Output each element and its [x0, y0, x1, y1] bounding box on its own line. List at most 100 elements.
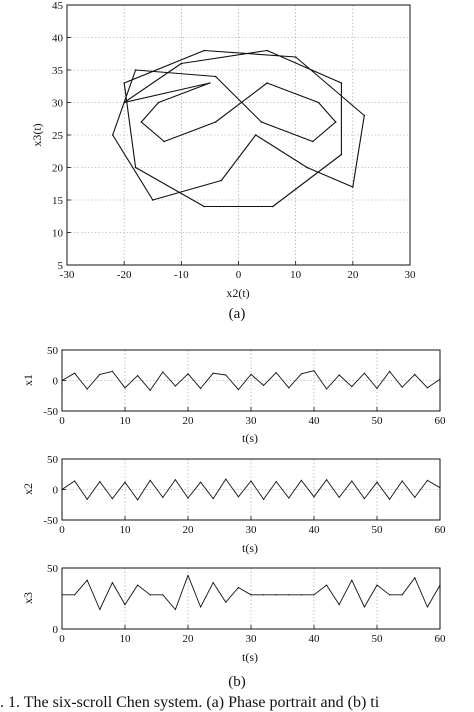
series-point: [200, 606, 202, 608]
x-tick-label: 30: [246, 633, 258, 645]
trajectory-point: [266, 82, 268, 84]
series-point: [263, 498, 265, 500]
trajectory-point: [157, 101, 160, 104]
series-point: [237, 496, 239, 498]
series-point: [326, 584, 328, 586]
series-point: [200, 481, 202, 483]
trajectory-point: [203, 49, 205, 52]
trajectory-point: [260, 121, 263, 123]
trajectory-point: [254, 134, 257, 136]
series-point: [86, 388, 88, 390]
series-point: [288, 594, 290, 596]
series-point: [86, 579, 88, 581]
series-point: [212, 372, 214, 374]
series-point: [275, 594, 277, 596]
x-tick-label: 40: [309, 524, 321, 536]
series-point: [351, 386, 353, 388]
y-axis-label: x3(t): [30, 123, 44, 146]
trajectory-point: [312, 140, 314, 143]
trajectory-point: [340, 82, 343, 84]
x-tick-label: 50: [372, 415, 384, 427]
y-tick-label: 10: [52, 228, 64, 240]
x-tick-label: 0: [236, 269, 242, 281]
trajectory-point: [203, 205, 205, 208]
trajectory-point: [134, 69, 137, 71]
series-point: [363, 498, 365, 500]
y-axis-label: x1: [21, 374, 35, 386]
x-tick-label: 10: [120, 524, 132, 536]
x-tick-label: 40: [309, 415, 321, 427]
series-point: [376, 584, 378, 586]
y-tick-label: 20: [52, 163, 64, 175]
x-tick-label: 60: [435, 524, 447, 536]
series-point: [162, 594, 164, 596]
series-point: [74, 372, 76, 374]
series-point: [225, 374, 227, 376]
phase-portrait-panel: -30 -20 -10 0 10 20 30 5 10 15 20 25 30 35 40 45 x2(t) x3…: [30, 0, 416, 300]
y-tick-label: -50: [43, 406, 58, 418]
series-point: [363, 372, 365, 374]
x-tick-label: 10: [120, 415, 132, 427]
trajectory-point: [352, 186, 354, 188]
x-tick-label: 20: [183, 633, 195, 645]
trajectory-point: [220, 179, 223, 182]
y-axis-label: x3: [21, 592, 35, 604]
y-tick-label: 0: [53, 624, 59, 636]
panel-label-a: (a): [229, 306, 246, 322]
y-tick-label: 50: [47, 454, 59, 466]
series-point: [313, 594, 315, 596]
trajectory-point: [340, 153, 343, 156]
trajectory-point: [163, 140, 165, 143]
series-point: [351, 579, 353, 581]
trajectory-point: [317, 101, 320, 104]
series-point: [313, 370, 315, 372]
x-tick-label: 30: [405, 269, 417, 281]
trajectory-point: [266, 49, 268, 52]
series-point: [212, 582, 214, 584]
series-point: [389, 370, 391, 372]
trajectory-point: [180, 62, 183, 65]
series-point: [124, 604, 126, 606]
series-point: [426, 387, 428, 389]
y-tick-label: 35: [52, 65, 64, 77]
y-tick-label: 50: [47, 563, 59, 575]
y-tick-label: 5: [58, 260, 64, 272]
trajectory-point: [123, 101, 125, 104]
trajectory-point: [140, 121, 143, 123]
series-point: [149, 479, 151, 481]
y-tick-label: -50: [43, 515, 58, 527]
x-tick-label: 60: [435, 633, 447, 645]
series-point: [401, 386, 403, 388]
x-axis-label: x2(t): [226, 286, 249, 300]
y-tick-label: 15: [52, 195, 64, 207]
series-point: [326, 479, 328, 481]
series-point: [86, 498, 88, 500]
series-point: [174, 479, 176, 481]
series-point: [263, 594, 265, 596]
x-tick-label: 20: [183, 524, 195, 536]
series-point: [426, 606, 428, 608]
series-point: [389, 498, 391, 500]
series-point: [111, 498, 113, 500]
series-point: [426, 479, 428, 481]
x-tick-label: -20: [117, 269, 132, 281]
series-point: [414, 373, 416, 375]
series-point: [363, 606, 365, 608]
x-tick-label: 40: [309, 633, 321, 645]
trajectory-point: [214, 75, 217, 78]
y-tick-label: 45: [52, 0, 64, 12]
x-tick-label: 60: [435, 415, 447, 427]
series-point: [212, 498, 214, 500]
series-point: [74, 594, 76, 596]
series-point: [351, 480, 353, 482]
figure-caption: . 1. The six-scroll Chen system. (a) Pha…: [0, 694, 380, 711]
y-tick-label: 0: [53, 376, 59, 388]
series-point: [250, 594, 252, 596]
series-point: [288, 387, 290, 389]
trajectory-point: [334, 121, 337, 123]
x-tick-label: 0: [59, 633, 65, 645]
x-axis-label: t(s): [242, 650, 258, 664]
x-tick-label: 0: [59, 524, 65, 536]
timeseries-x3-panel: 0 10 20 30 40 50 60 0 50 t(s) x3: [21, 563, 446, 664]
x-tick-label: -30: [60, 269, 75, 281]
